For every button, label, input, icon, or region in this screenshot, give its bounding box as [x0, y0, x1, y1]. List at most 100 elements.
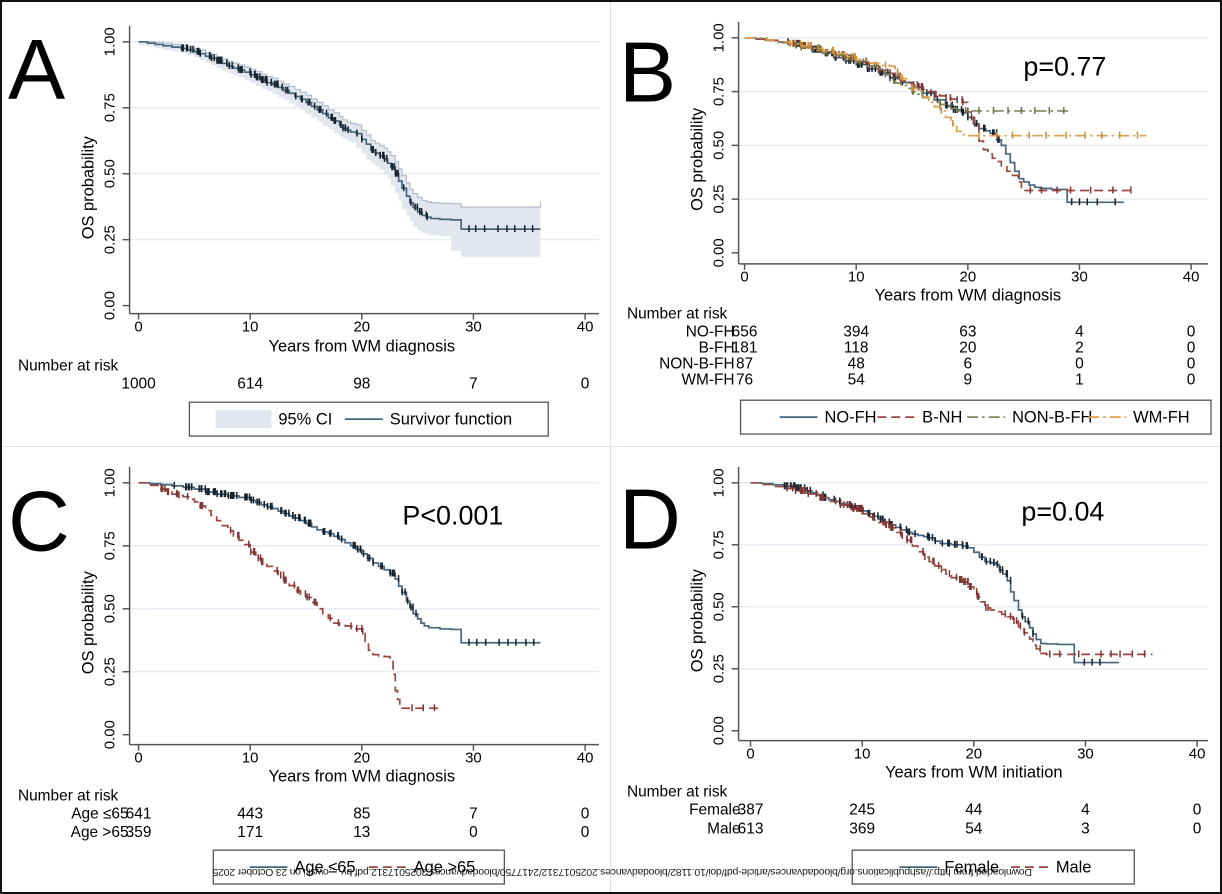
panel-A-chart: 0.00 0.25 0.50 0.75 1.00 0 10 20 30 40 Years from …	[2, 2, 600, 437]
y-tick-label: 0.00	[711, 238, 728, 267]
y-axis-title: OS probability	[80, 570, 98, 674]
y-tick-label: 0.50	[102, 159, 119, 188]
panel-C-chart: 0.00 0.25 0.50 0.75 1.00 0 10 20 30 40 Years from …	[8, 466, 600, 885]
x-tick-label: 30	[465, 750, 482, 767]
ci-band	[138, 41, 541, 257]
risk-value: 0	[1187, 324, 1196, 341]
y-tick-label: 0.50	[711, 131, 728, 160]
legend-label: Male	[1056, 859, 1092, 877]
x-tick-label: 10	[848, 269, 865, 286]
panel-C: 0.00 0.25 0.50 0.75 1.00 0 10 20 30 40 Years from …	[2, 447, 611, 892]
x-tick-label: 0	[740, 269, 748, 286]
risk-value: 20	[959, 339, 976, 356]
x-tick-label: 40	[577, 750, 594, 767]
risk-row-label: NON-B-FH	[659, 355, 734, 372]
risk-row-label: Age >65	[71, 824, 129, 841]
x-tick-label: 0	[134, 750, 142, 767]
risk-value: 0	[1193, 820, 1202, 837]
number-at-risk-title: Number at risk	[627, 783, 728, 800]
y-tick-label: 0.75	[711, 77, 728, 106]
number-at-risk-title: Number at risk	[18, 787, 119, 804]
risk-row-label: Male	[707, 820, 740, 837]
x-tick-label: 30	[1077, 746, 1094, 763]
risk-value: 181	[732, 339, 758, 356]
risk-value: 359	[126, 824, 152, 841]
risk-row-label: Age ≤65	[71, 805, 128, 822]
panel-B: 0.00 0.25 0.50 0.75 1.00 0 10 20 30 40 Years from …	[611, 2, 1220, 447]
risk-value: 7	[469, 805, 478, 822]
risk-value: 0	[469, 824, 478, 841]
x-tick-label: 0	[746, 746, 754, 763]
x-tick-label: 10	[242, 319, 259, 336]
number-at-risk-title: Number at risk	[18, 357, 119, 374]
risk-value: 245	[849, 801, 875, 818]
risk-value: 13	[353, 824, 370, 841]
risk-row-label: WM-FH	[681, 371, 734, 388]
risk-value: 0	[581, 805, 590, 822]
x-axis-title: Years from WM diagnosis	[875, 287, 1062, 305]
risk-value: 0	[581, 824, 590, 841]
risk-value: 614	[237, 375, 263, 392]
risk-value: 0	[581, 375, 590, 392]
risk-value: 85	[353, 805, 370, 822]
risk-value: 4	[1081, 801, 1090, 818]
legend-label: B-NH	[922, 409, 962, 427]
risk-value: 9	[964, 371, 973, 388]
risk-value: 4	[1075, 324, 1084, 341]
survival-curve-male	[750, 481, 1153, 656]
panel-letter: A	[8, 22, 65, 118]
panel-A: 0.00 0.25 0.50 0.75 1.00 0 10 20 30 40 Years from …	[2, 2, 611, 447]
risk-value: 171	[237, 824, 263, 841]
x-axis-title: Years from WM diagnosis	[269, 768, 456, 786]
number-at-risk-title: Number at risk	[627, 306, 728, 323]
legend-label: 95% CI	[278, 411, 332, 429]
panel-letter: B	[619, 25, 676, 121]
risk-value: 98	[353, 375, 370, 392]
risk-value: 76	[736, 371, 753, 388]
ci-upper-edge	[138, 41, 541, 208]
x-tick-label: 20	[965, 746, 982, 763]
risk-value: 48	[848, 355, 865, 372]
risk-row-label: NO-FH	[686, 324, 735, 341]
legend-label: WM-FH	[1133, 409, 1190, 427]
risk-value: 613	[738, 820, 764, 837]
legend-label: Female	[944, 859, 999, 877]
x-tick-label: 0	[134, 319, 142, 336]
y-tick-label: 0.75	[102, 531, 119, 560]
risk-value: 641	[126, 805, 152, 822]
y-tick-label: 1.00	[711, 468, 728, 497]
x-tick-label: 40	[1183, 269, 1200, 286]
legend-label: NO-FH	[824, 409, 876, 427]
panel-D: 0.00 0.25 0.50 0.75 1.00 0 10 20 30 40 Years from …	[611, 447, 1220, 892]
x-tick-label: 20	[960, 269, 977, 286]
risk-value: 63	[959, 324, 976, 341]
risk-value: 6	[964, 355, 973, 372]
risk-value: 1000	[121, 375, 155, 392]
risk-value: 443	[237, 805, 263, 822]
risk-value: 54	[965, 820, 983, 837]
y-tick-label: 0.00	[102, 291, 119, 320]
x-tick-label: 20	[354, 319, 371, 336]
y-tick-label: 0.25	[102, 225, 119, 254]
risk-value: 0	[1075, 355, 1084, 372]
risk-value: 44	[965, 801, 983, 818]
x-tick-label: 40	[1189, 746, 1206, 763]
risk-value: 0	[1193, 801, 1202, 818]
legend-label: Age >65	[414, 859, 476, 877]
y-tick-label: 0.25	[102, 657, 119, 686]
risk-value: 0	[1187, 371, 1196, 388]
y-tick-label: 0.50	[102, 594, 119, 623]
x-axis-title: Years from WM diagnosis	[269, 337, 456, 355]
risk-value: 369	[849, 820, 875, 837]
risk-value: 387	[738, 801, 764, 818]
y-tick-label: 0.25	[711, 185, 728, 214]
y-tick-label: 0.00	[102, 720, 119, 749]
survival-curve-non-b-fh	[744, 36, 1069, 112]
legend-box	[851, 849, 1135, 885]
y-tick-label: 0.50	[711, 592, 728, 621]
y-tick-label: 0.75	[102, 93, 119, 122]
x-tick-label: 30	[1071, 269, 1088, 286]
